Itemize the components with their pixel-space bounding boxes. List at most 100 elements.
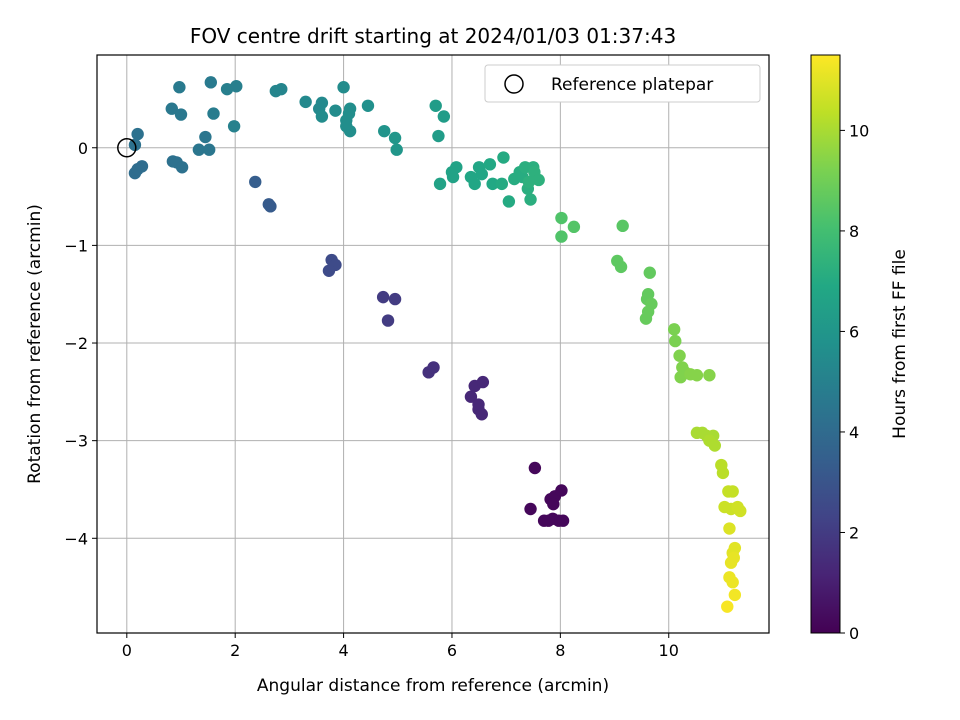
data-point [723,522,736,535]
x-tick-label: 4 [338,641,348,660]
data-point [433,177,447,191]
data-point [542,514,555,527]
y-axis-ticks: 0 −1 −2 −3 −4 [64,139,97,548]
colorbar-label: Hours from first FF file [890,249,910,439]
data-point [690,369,704,382]
data-point [131,127,144,141]
data-point [315,96,329,110]
data-point [390,143,403,156]
data-point [555,484,568,497]
data-point [669,334,682,348]
colorbar-tick-label: 0 [849,624,859,643]
data-point [703,369,716,382]
data-point [643,266,656,279]
data-point [175,161,189,174]
data-point [230,80,243,93]
data-point [716,466,730,480]
data-point [376,290,390,304]
data-point [299,95,312,109]
data-point [532,173,545,187]
data-point [721,600,734,613]
data-point [639,312,653,325]
data-point [343,124,357,138]
data-point [192,143,206,156]
data-point [322,264,336,277]
data-point [173,81,186,94]
data-point [476,375,490,389]
data-point [497,151,510,164]
data-point [528,461,542,475]
data-point [673,349,686,362]
legend-marker-reference-icon [504,74,524,94]
data-point [483,158,497,171]
data-point [135,160,149,173]
grid-lines [97,55,769,633]
data-point [361,99,375,112]
colorbar: 0 2 4 6 8 10 Hours from first FF file [810,54,910,643]
data-point [616,219,629,233]
legend-entry-reference-platepar: Reference platepar [551,75,713,95]
data-point [708,439,722,452]
data-point [674,370,687,384]
data-point [468,177,481,191]
data-point [432,129,445,143]
data-point [450,161,463,174]
colorbar-tick-label: 2 [849,523,859,542]
data-point [614,260,628,274]
data-point [249,175,262,189]
x-tick-label: 2 [230,641,240,660]
y-tick-label: −3 [64,432,88,451]
data-point [342,107,356,120]
colorbar-ticks: 0 2 4 6 8 10 [840,121,869,643]
data-point [204,76,218,89]
y-tick-label: −4 [64,529,88,548]
colorbar-tick-label: 6 [849,322,859,341]
data-point [381,314,395,327]
data-point [486,177,499,191]
data-point [388,292,402,306]
data-point [199,130,212,144]
data-point [388,131,402,145]
data-point [547,497,560,511]
colorbar-tick-label: 10 [849,121,869,140]
y-tick-label: −2 [64,334,88,353]
colorbar-tick-label: 4 [849,423,859,442]
data-point [555,230,568,243]
data-point [329,104,342,117]
data-point [174,108,188,121]
data-point [337,81,350,94]
data-point [446,170,460,184]
data-point [165,102,178,115]
data-point [502,195,516,208]
data-point [524,193,537,206]
data-point [726,576,739,589]
data-point [734,504,747,518]
colorbar-gradient [810,54,841,634]
chart-title: FOV centre drift starting at 2024/01/03 … [190,24,676,48]
data-point [522,175,536,189]
data-point [202,143,216,156]
plot-frame [96,54,770,634]
legend-box [484,64,761,103]
data-point [275,82,288,96]
x-tick-label: 8 [555,641,565,660]
data-point [262,198,275,211]
reference-platepar-marker [117,138,137,158]
colorbar-tick-label: 8 [849,222,859,241]
data-points [117,76,747,613]
data-point [429,99,442,112]
data-point [315,110,329,123]
x-tick-label: 6 [447,641,457,660]
data-point [227,120,241,133]
x-axis-ticks: 0 2 4 6 8 10 [122,633,679,660]
data-point [567,220,581,234]
data-point [726,485,739,498]
data-point [427,361,440,374]
data-point [728,588,742,602]
x-axis-label: Angular distance from reference (arcmin) [257,676,609,696]
y-tick-label: −1 [64,236,88,255]
data-point [724,556,738,569]
data-point [378,124,391,138]
data-point [556,514,570,527]
